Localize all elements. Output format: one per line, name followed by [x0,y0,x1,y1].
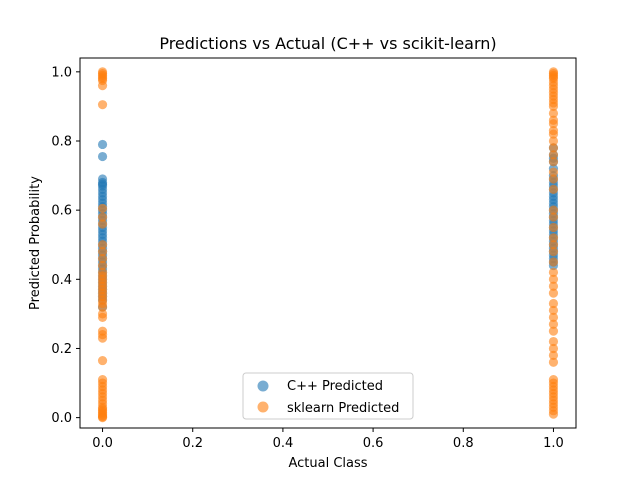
x-axis-label: Actual Class [288,456,367,471]
data-point [548,101,559,112]
series-1 [97,67,559,423]
data-point [548,212,559,222]
data-point [548,184,559,194]
data-point [97,139,108,150]
x-axis: 0.0 0.2 0.4 0.6 0.8 1.0 [92,428,564,451]
y-tick-label: 0.4 [51,273,72,288]
x-tick-label: 1.0 [543,436,564,451]
y-tick-label: 0.6 [51,204,72,219]
plot-area-frame [79,57,577,429]
x-tick-label: 0.0 [92,436,113,451]
data-point [97,413,108,423]
legend-marker-cpp [257,380,269,392]
legend-label-cpp: C++ Predicted [287,379,383,394]
data-point [548,281,559,291]
x-tick-label: 0.4 [273,436,294,451]
points-layer [97,67,559,423]
data-point [548,222,559,233]
data-point [548,350,559,360]
legend-label-sklearn: sklearn Predicted [287,401,399,416]
legend-marker-sklearn [257,401,269,413]
data-point [548,288,559,298]
data-point [548,143,559,153]
data-point [97,260,108,271]
data-point [548,150,559,160]
data-point [548,136,559,146]
data-point [97,253,108,264]
data-point [97,203,108,214]
data-point [97,302,108,312]
data-point [97,355,108,366]
y-tick-label: 1.0 [51,65,72,80]
data-point [548,326,559,336]
x-tick-label: 0.8 [453,436,474,451]
data-point [548,357,559,367]
data-point [97,247,108,257]
y-axis: 0.0 0.2 0.4 0.6 0.8 1.0 [51,65,80,426]
data-point [548,312,559,322]
data-point [548,298,559,309]
legend-box [242,372,414,420]
data-point [548,274,559,284]
data-point [97,219,108,229]
chart-title: Predictions vs Actual (C++ vs scikit-lea… [159,34,496,53]
data-point [548,257,559,267]
data-point [548,157,559,167]
x-tick-label: 0.6 [363,436,384,451]
data-point [548,409,559,419]
data-point [548,174,559,184]
data-point [548,119,559,129]
data-point [97,81,108,91]
data-point [548,167,559,177]
y-tick-label: 0.0 [51,411,72,426]
x-tick-label: 0.2 [182,436,203,451]
data-point [97,212,108,222]
data-point [548,108,559,118]
data-point [548,343,559,354]
data-point [97,312,108,322]
y-tick-label: 0.8 [51,134,72,149]
data-point [548,240,559,250]
data-point [548,319,559,329]
data-point [548,233,559,243]
y-axis-label: Predicted Probability [28,176,43,310]
data-point [548,336,559,347]
data-point [97,100,108,110]
legend: C++ Predicted sklearn Predicted [242,372,414,420]
y-tick-label: 0.2 [51,342,72,357]
data-point [97,333,108,343]
data-point [548,305,559,316]
data-point [548,205,559,215]
data-point [97,240,108,250]
data-point [97,151,108,162]
data-point [548,267,559,277]
data-point [548,129,559,139]
data-point [548,247,559,257]
